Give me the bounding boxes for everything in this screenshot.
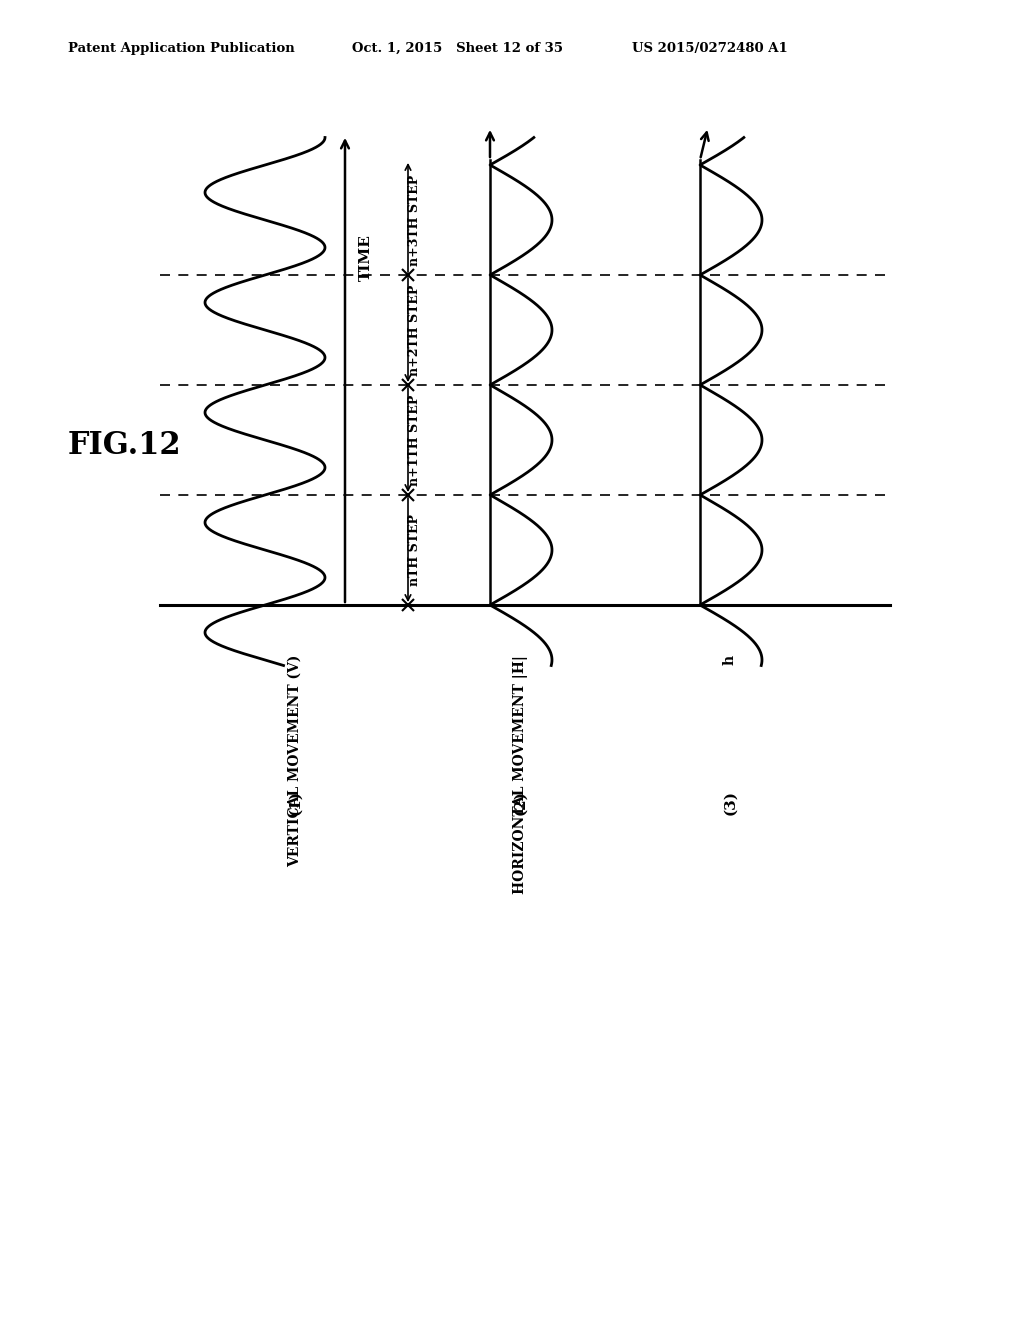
Text: (3): (3) [723,789,737,814]
Text: TIME: TIME [359,234,373,281]
Text: n+1TH STEP: n+1TH STEP [409,395,422,486]
Text: Oct. 1, 2015   Sheet 12 of 35: Oct. 1, 2015 Sheet 12 of 35 [352,42,563,55]
Text: nTH STEP: nTH STEP [409,513,422,586]
Text: HORIZONTAL MOVEMENT |H|: HORIZONTAL MOVEMENT |H| [512,655,527,894]
Text: VERTICAL MOVEMENT (V): VERTICAL MOVEMENT (V) [288,655,302,867]
Text: n+2TH STEP: n+2TH STEP [409,284,422,376]
Text: Patent Application Publication: Patent Application Publication [68,42,295,55]
Text: FIG.12: FIG.12 [68,429,181,461]
Text: h: h [723,655,737,665]
Text: (2): (2) [513,789,527,814]
Text: n+3TH STEP: n+3TH STEP [409,174,422,265]
Text: US 2015/0272480 A1: US 2015/0272480 A1 [632,42,787,55]
Text: (1): (1) [288,789,302,814]
